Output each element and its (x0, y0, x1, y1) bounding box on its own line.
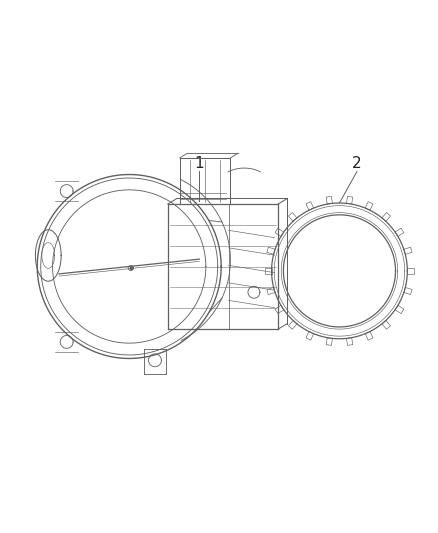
Text: 2: 2 (352, 156, 362, 171)
Text: 1: 1 (194, 156, 204, 171)
